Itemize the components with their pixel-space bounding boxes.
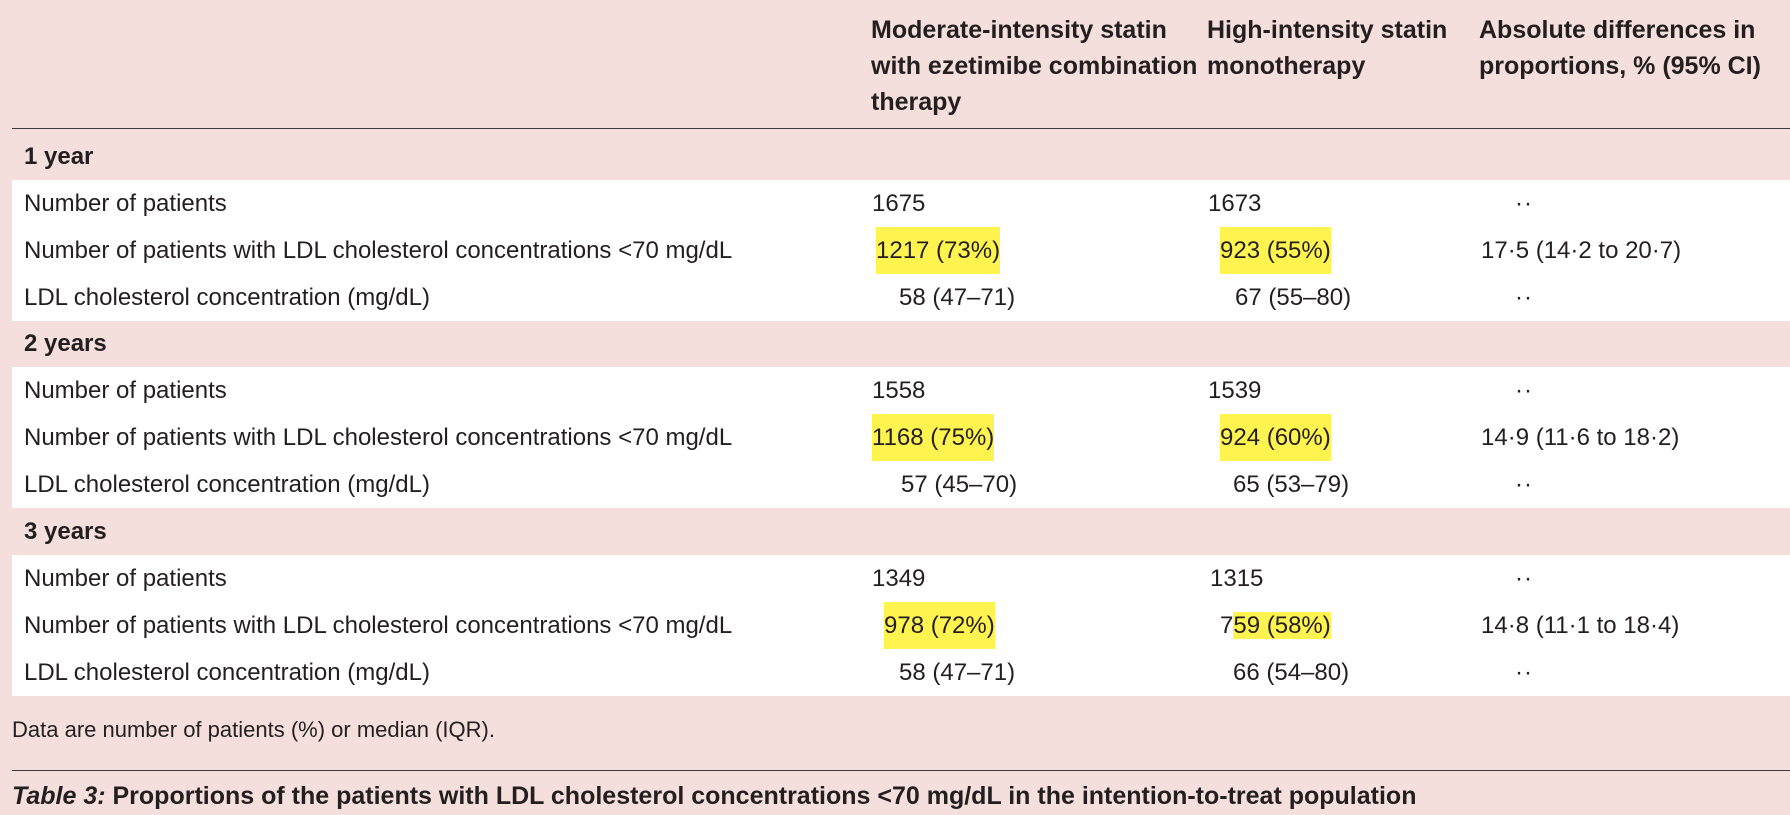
cell-monotherapy: 1673 bbox=[1208, 180, 1261, 227]
section-2-rows: Number of patients 1558 1539 ·· Number o… bbox=[12, 367, 1790, 508]
table-footnote: Data are number of patients (%) or media… bbox=[12, 712, 495, 748]
section-title: 2 years bbox=[12, 330, 107, 357]
section-title: 3 years bbox=[12, 518, 107, 545]
section-2-years: 2 years bbox=[12, 322, 1790, 366]
section-3-years: 3 years bbox=[12, 510, 1790, 554]
section-3-rows: Number of patients 1349 1315 ·· Number o… bbox=[12, 555, 1790, 696]
column-header-monotherapy: High-intensity statin monotherapy bbox=[1207, 12, 1477, 84]
cell-monotherapy: 759 (58%) bbox=[1220, 602, 1331, 649]
section-title: 1 year bbox=[12, 143, 93, 170]
table-row: LDL cholesterol concentration (mg/dL) 58… bbox=[12, 649, 1790, 696]
table-row: LDL cholesterol concentration (mg/dL) 57… bbox=[12, 461, 1790, 508]
row-label: Number of patients bbox=[24, 180, 227, 227]
table-row: Number of patients with LDL cholesterol … bbox=[12, 227, 1790, 274]
cell-differences: 17·5 (14·2 to 20·7) bbox=[1481, 227, 1681, 274]
row-label: Number of patients with LDL cholesterol … bbox=[24, 602, 732, 649]
table-header: Moderate-intensity statin with ezetimibe… bbox=[12, 0, 1790, 129]
cell-combination: 1349 bbox=[872, 555, 925, 602]
row-label: Number of patients with LDL cholesterol … bbox=[24, 227, 732, 274]
cell-monotherapy-highlighted: 59 (58%) bbox=[1233, 612, 1330, 639]
cell-differences: ·· bbox=[1479, 274, 1533, 321]
row-label: LDL cholesterol concentration (mg/dL) bbox=[24, 649, 430, 696]
caption-label: Table 3: bbox=[12, 782, 106, 810]
cell-monotherapy: 1315 bbox=[1210, 555, 1263, 602]
row-label: Number of patients bbox=[24, 367, 227, 414]
row-label: Number of patients bbox=[24, 555, 227, 602]
table-row: Number of patients 1349 1315 ·· bbox=[12, 555, 1790, 602]
cell-combination: 58 (47–71) bbox=[899, 274, 1015, 321]
cell-monotherapy-highlighted: 924 (60%) bbox=[1220, 414, 1331, 461]
row-label: LDL cholesterol concentration (mg/dL) bbox=[24, 274, 430, 321]
cell-combination-highlighted: 1168 (75%) bbox=[872, 414, 994, 461]
column-header-differences: Absolute differences in proportions, % (… bbox=[1479, 12, 1790, 84]
cell-combination-highlighted: 1217 (73%) bbox=[876, 227, 1000, 274]
cell-differences: ·· bbox=[1479, 649, 1533, 696]
cell-differences: 14·8 (11·1 to 18·4) bbox=[1481, 602, 1679, 649]
table-row: LDL cholesterol concentration (mg/dL) 58… bbox=[12, 274, 1790, 321]
table-row: Number of patients with LDL cholesterol … bbox=[12, 414, 1790, 461]
table-row: Number of patients 1558 1539 ·· bbox=[12, 367, 1790, 414]
table-caption: Table 3: Proportions of the patients wit… bbox=[12, 778, 1416, 814]
cell-differences: ·· bbox=[1479, 367, 1533, 414]
section-1-year: 1 year bbox=[12, 135, 1790, 179]
cell-combination: 57 (45–70) bbox=[901, 461, 1017, 508]
row-label: Number of patients with LDL cholesterol … bbox=[24, 414, 732, 461]
cell-monotherapy: 65 (53–79) bbox=[1233, 461, 1349, 508]
cell-monotherapy: 66 (54–80) bbox=[1233, 649, 1349, 696]
table-row: Number of patients 1675 1673 ·· bbox=[12, 180, 1790, 227]
cell-monotherapy: 67 (55–80) bbox=[1235, 274, 1351, 321]
caption-text: Proportions of the patients with LDL cho… bbox=[106, 782, 1417, 810]
cell-combination: 1558 bbox=[872, 367, 925, 414]
section-1-rows: Number of patients 1675 1673 ·· Number o… bbox=[12, 180, 1790, 321]
cell-monotherapy-highlighted: 923 (55%) bbox=[1220, 227, 1331, 274]
column-header-combination: Moderate-intensity statin with ezetimibe… bbox=[871, 12, 1201, 120]
cell-combination: 1675 bbox=[872, 180, 925, 227]
cell-monotherapy-prefix: 7 bbox=[1220, 612, 1233, 639]
table-row: Number of patients with LDL cholesterol … bbox=[12, 602, 1790, 649]
row-label: LDL cholesterol concentration (mg/dL) bbox=[24, 461, 430, 508]
cell-differences: ·· bbox=[1479, 180, 1533, 227]
cell-combination-highlighted: 978 (72%) bbox=[884, 602, 995, 649]
caption-divider bbox=[12, 770, 1790, 771]
cell-combination: 58 (47–71) bbox=[899, 649, 1015, 696]
cell-monotherapy: 1539 bbox=[1208, 367, 1261, 414]
cell-differences: ·· bbox=[1479, 555, 1533, 602]
cell-differences: ·· bbox=[1479, 461, 1533, 508]
cell-differences: 14·9 (11·6 to 18·2) bbox=[1481, 414, 1679, 461]
